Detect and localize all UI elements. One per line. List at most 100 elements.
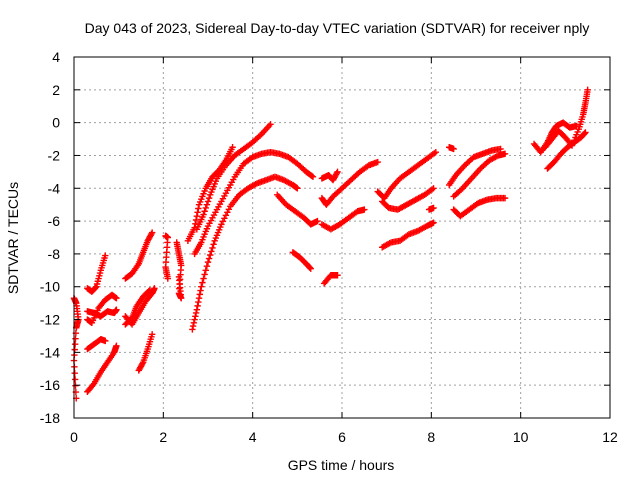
- data-point: [193, 212, 201, 220]
- data-point: [194, 302, 201, 310]
- data-point: [450, 145, 457, 153]
- data-point: [430, 185, 437, 192]
- y-tick-label: -12: [40, 312, 60, 328]
- data-point: [582, 129, 589, 136]
- data-point: [210, 241, 217, 248]
- data-point: [205, 194, 213, 202]
- data-point: [581, 130, 588, 137]
- data-point: [361, 206, 368, 213]
- data-point: [192, 309, 200, 317]
- data-point: [71, 376, 79, 383]
- x-tick-label: 10: [513, 429, 529, 445]
- data-point: [200, 275, 207, 282]
- axis-ticks: [73, 56, 611, 419]
- y-tick-label: 0: [52, 115, 60, 131]
- data-point: [139, 360, 146, 367]
- data-point: [208, 248, 215, 255]
- data-point: [71, 346, 78, 353]
- data-point: [199, 279, 206, 286]
- data-point: [72, 382, 79, 389]
- data-point: [193, 306, 201, 313]
- data-point: [201, 208, 208, 215]
- data-point: [197, 287, 204, 294]
- data-point: [200, 211, 207, 218]
- x-tick-label: 8: [427, 429, 435, 445]
- data-point: [229, 144, 236, 151]
- data-point: [225, 206, 233, 213]
- data-point: [198, 283, 205, 290]
- data-point: [192, 313, 199, 320]
- data-point: [204, 258, 212, 266]
- data-point: [191, 224, 198, 231]
- data-point: [334, 272, 341, 279]
- data-point: [205, 255, 213, 262]
- data-point: [192, 216, 200, 224]
- data-point: [374, 158, 381, 166]
- data-point: [113, 295, 120, 302]
- x-tick-label: 6: [338, 429, 346, 445]
- data-point: [333, 170, 340, 177]
- x-tick-label: 2: [159, 429, 167, 445]
- data-point: [209, 244, 216, 252]
- data-point: [203, 201, 211, 208]
- data-point: [314, 217, 321, 225]
- data-point: [92, 284, 99, 291]
- data-point: [202, 204, 209, 212]
- data-point: [102, 337, 109, 345]
- data-point: [102, 252, 109, 259]
- data-point: [204, 198, 212, 205]
- data-point: [164, 275, 171, 282]
- data-point: [195, 205, 202, 212]
- data-point: [584, 86, 591, 94]
- data-point: [224, 209, 231, 216]
- data-point: [222, 212, 230, 219]
- data-point: [189, 326, 196, 333]
- data-point: [190, 319, 198, 327]
- data-point: [72, 335, 79, 342]
- data-point: [207, 251, 214, 259]
- data-point: [430, 204, 437, 212]
- data-point: [145, 287, 153, 295]
- data-point: [267, 121, 274, 128]
- data-point: [151, 285, 158, 292]
- data-points: [70, 86, 591, 402]
- data-point: [194, 209, 201, 216]
- data-point: [203, 263, 211, 270]
- x-tick-label: 12: [602, 429, 618, 445]
- y-axis-label: SDTVAR / TECUs: [5, 182, 21, 294]
- data-point: [221, 215, 228, 222]
- data-point: [195, 295, 203, 302]
- y-tick-label: -6: [48, 213, 61, 229]
- data-point: [432, 148, 439, 156]
- data-point: [308, 172, 316, 180]
- y-tick-labels: -18 -16 -14 -12 -10 -8 -6 -4 -2 0 2 4: [40, 49, 60, 426]
- data-point: [573, 122, 580, 130]
- data-point: [148, 230, 155, 238]
- data-point: [430, 219, 437, 226]
- data-point: [195, 298, 202, 306]
- x-tick-labels: 0 2 4 6 8 10 12: [70, 429, 618, 445]
- data-point: [148, 229, 156, 236]
- data-point: [175, 273, 183, 281]
- y-tick-label: 2: [52, 82, 60, 98]
- data-point: [497, 145, 504, 153]
- data-point: [201, 271, 208, 278]
- y-tick-label: -10: [40, 279, 60, 295]
- data-point: [113, 306, 120, 313]
- data-point: [148, 331, 156, 338]
- data-point: [501, 194, 509, 202]
- data-point: [189, 322, 197, 330]
- data-point: [196, 291, 204, 298]
- data-point: [71, 340, 79, 348]
- data-point: [334, 168, 341, 176]
- y-tick-label: -14: [40, 344, 60, 360]
- data-point: [307, 265, 314, 272]
- x-axis-label: GPS time / hours: [288, 457, 395, 473]
- data-point: [306, 264, 314, 272]
- chart-title: Day 043 of 2023, Sidereal Day-to-day VTE…: [85, 20, 590, 36]
- data-point: [202, 267, 209, 274]
- data-point: [309, 173, 317, 180]
- y-tick-label: 4: [52, 49, 60, 65]
- data-point: [191, 316, 198, 323]
